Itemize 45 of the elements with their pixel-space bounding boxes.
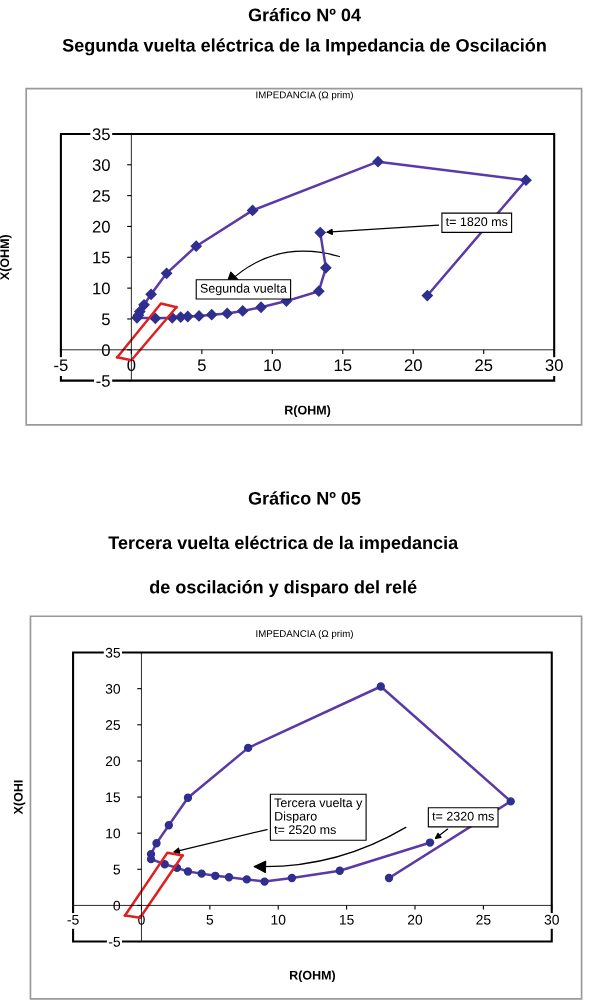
y-tick-label: 35 <box>105 647 121 658</box>
text: de oscilación y disparo del relé <box>149 580 417 598</box>
y-tick-label: 5 <box>101 313 110 326</box>
y-axis-title: X(OHI <box>13 780 26 815</box>
y-tick-label: 30 <box>105 684 121 694</box>
y-tick-label: 10 <box>106 828 121 839</box>
y-tick-label: 15 <box>93 251 110 264</box>
x-tick-label: 30 <box>544 914 559 925</box>
annotation: t= 1820 ms <box>445 217 508 227</box>
x-tick-label: 10 <box>264 359 281 372</box>
x-tick-label: 15 <box>334 359 352 372</box>
x-tick-label: 25 <box>475 359 493 372</box>
x-tick-label: 20 <box>407 914 423 925</box>
x-axis-title: R(OHM) <box>290 970 336 983</box>
y-tick-label: 10 <box>93 282 110 295</box>
y-tick-label: -5 <box>96 375 110 387</box>
text: Gráfico Nº 05 <box>248 491 361 505</box>
x-tick-label: 5 <box>197 359 206 372</box>
x-tick-label: -5 <box>54 359 68 372</box>
text: Tercera vuelta eléctrica de la impedancia <box>108 535 459 553</box>
y-tick-label: 30 <box>92 159 110 171</box>
y-tick-label: 15 <box>106 792 121 803</box>
chart-title: IMPEDANCIA (Ω prim) <box>256 91 353 101</box>
y-tick-label: -5 <box>108 937 121 947</box>
x-tick-label: 30 <box>545 359 563 372</box>
x-tick-label: 25 <box>476 914 491 925</box>
text: Gráfico Nº 04 <box>248 7 361 22</box>
x-tick-label: 15 <box>339 914 354 925</box>
x-tick-label: -5 <box>67 914 79 925</box>
x-axis-title: R(OHM) <box>285 405 331 417</box>
annotation: Tercera vuelta y Disparo t= 2520 ms <box>274 797 363 835</box>
y-tick-label: 20 <box>105 756 121 767</box>
y-tick-label: 5 <box>113 864 121 875</box>
annotation: t= 2320 ms <box>432 811 494 821</box>
x-tick-label: 20 <box>404 359 422 372</box>
y-tick-label: 20 <box>92 220 110 233</box>
x-tick-label: 10 <box>271 914 286 925</box>
y-axis-title: X(OHM) <box>0 235 12 281</box>
chart-title: IMPEDANCIA (Ω prim) <box>256 629 353 639</box>
x-tick-label: 5 <box>206 914 214 925</box>
y-tick-label: 25 <box>105 720 121 730</box>
y-tick-label: 35 <box>92 128 110 141</box>
annotation: Segunda vuelta <box>200 283 287 296</box>
y-tick-label: 25 <box>92 190 110 202</box>
text: Segunda vuelta eléctrica de la Impedancia de Oscilación <box>62 38 546 56</box>
